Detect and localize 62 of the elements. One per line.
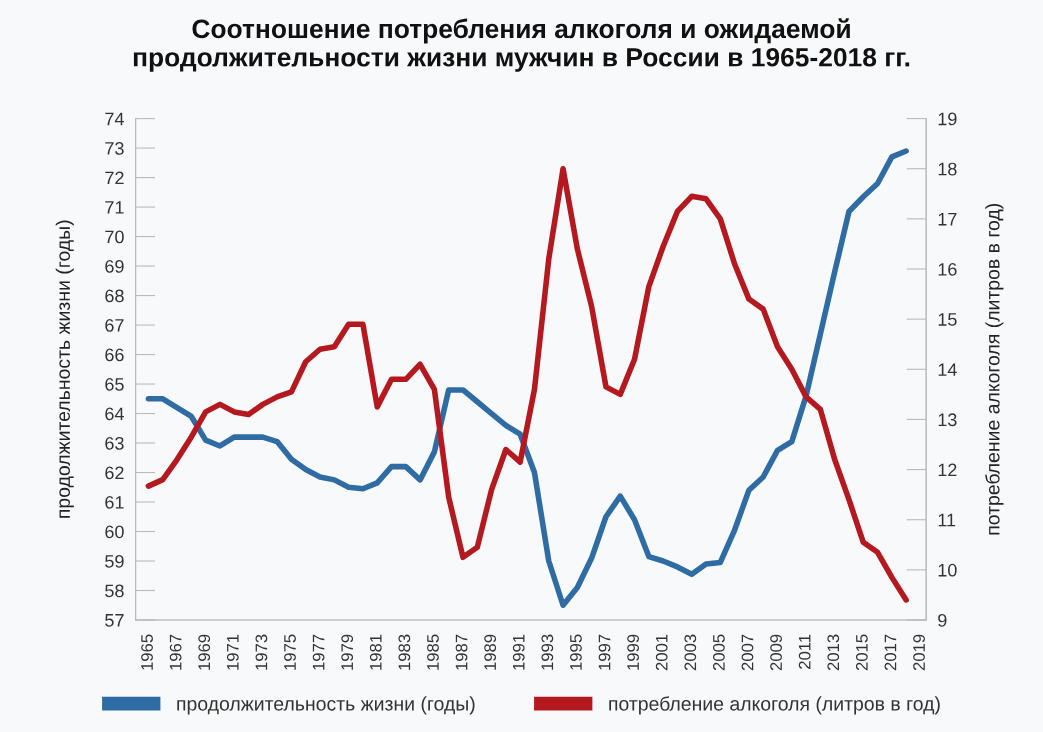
y2-tick-label: 12: [938, 463, 957, 477]
x-tick-label: 1997: [598, 634, 611, 670]
y2-tick-label: 15: [938, 313, 957, 326]
y2-tick-label: 10: [938, 563, 957, 577]
x-tick-label: 1975: [284, 634, 296, 670]
x-tick-label: 2007: [741, 634, 754, 671]
x-tick-label: 2019: [913, 634, 925, 671]
y-tick-label: 71: [105, 201, 124, 214]
x-tick-label: 2005: [712, 634, 725, 671]
y-tick-label: 72: [105, 171, 124, 185]
legend-label: потребление алкоголя (литров в год): [609, 696, 940, 715]
x-tick-label: 1993: [541, 634, 554, 670]
x-tick-label: 2017: [884, 634, 897, 671]
y-tick-label: 74: [105, 112, 124, 126]
x-tick-label: 1977: [312, 634, 325, 670]
x-tick-label: 1973: [255, 634, 268, 670]
x-tick-label: 2009: [770, 634, 782, 671]
y-tick-label: 68: [105, 289, 124, 303]
y2-tick-label: 13: [938, 413, 957, 427]
y-tick-label: 73: [105, 142, 124, 155]
x-tick-label: 1979: [341, 634, 354, 670]
y-tick-label: 57: [105, 614, 124, 627]
x-tick-label: 1983: [398, 634, 411, 670]
y2-tick-label: 9: [938, 613, 947, 627]
x-tick-label: 2003: [684, 634, 697, 671]
x-tick-label: 2001: [655, 634, 668, 671]
y-axis-title: продолжительность жизни (годы): [55, 220, 74, 518]
y-tick-label: 67: [105, 318, 124, 332]
y-tick-label: 60: [105, 525, 124, 539]
y-tick-label: 70: [105, 230, 124, 244]
y-tick-label: 59: [105, 554, 124, 568]
y2-tick-label: 16: [938, 262, 957, 276]
y-tick-label: 65: [105, 377, 124, 391]
x-tick-label: 1987: [455, 634, 468, 670]
y-tick-label: 58: [105, 584, 124, 598]
x-tick-label: 2011: [798, 634, 811, 669]
x-tick-label: 2015: [855, 634, 868, 671]
x-tick-label: 1969: [198, 634, 211, 670]
y-tick-label: 61: [105, 495, 124, 509]
x-tick-label: 1991: [512, 634, 525, 670]
y2-tick-label: 11: [938, 513, 956, 527]
x-tick-label: 1985: [427, 634, 439, 670]
x-tick-label: 1965: [141, 634, 153, 670]
x-tick-label: 2013: [827, 634, 840, 671]
x-tick-label: 1995: [570, 634, 582, 670]
x-tick-label: 1999: [627, 634, 640, 670]
y2-tick-label: 17: [938, 212, 957, 226]
y-tick-label: 64: [105, 407, 124, 421]
x-tick-label: 1989: [484, 634, 497, 670]
y-tick-label: 69: [105, 259, 124, 273]
y-tick-label: 63: [105, 436, 124, 450]
x-tick-label: 1971: [226, 634, 239, 670]
x-tick-label: 1967: [169, 634, 182, 670]
y-tick-label: 66: [105, 348, 124, 362]
chart-title: Соотношение потребления алкоголя и ожидаемой продолжительности жизни мужчин в России в 1965-2018 гг.: [133, 18, 910, 72]
y2-tick-label: 14: [938, 363, 957, 376]
y2-tick-label: 19: [938, 112, 957, 126]
legend-label: продолжительность жизни (годы): [177, 696, 475, 715]
y2-tick-label: 18: [938, 162, 957, 176]
y-tick-label: 62: [105, 466, 124, 480]
x-tick-label: 1981: [369, 634, 382, 670]
y2-axis-title: потребление алкоголя (литров в год): [985, 203, 1004, 535]
